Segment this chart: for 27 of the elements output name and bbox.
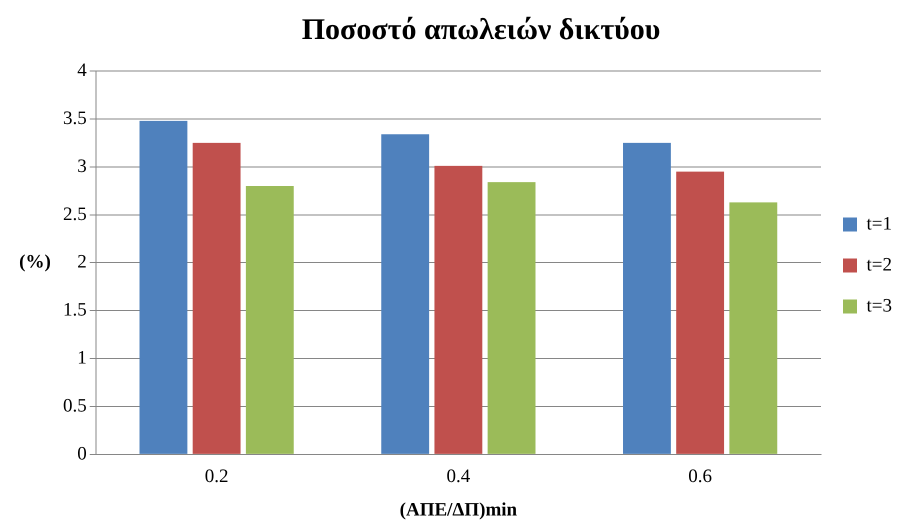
y-tick-label: 1	[77, 348, 87, 369]
bar	[246, 186, 294, 454]
bar	[623, 142, 671, 454]
y-tick-label: 0.5	[63, 395, 87, 416]
legend-label: t=2	[866, 254, 892, 276]
chart-title: Ποσοστό απωλειών δικτύου	[302, 12, 660, 46]
x-tick-label: 0.2	[204, 466, 228, 487]
x-axis-title: (ΑΠΕ/ΔΠ)min	[400, 500, 518, 521]
y-tick-label: 2.5	[63, 204, 87, 225]
x-tick-label: 0.6	[688, 466, 712, 487]
y-tick-label: 3	[77, 156, 87, 177]
bar	[488, 182, 536, 454]
bar	[434, 166, 482, 454]
y-axis-title: (%)	[19, 252, 51, 273]
legend-label: t=1	[866, 213, 892, 234]
bar	[140, 120, 188, 454]
y-tick-label: 2	[77, 252, 87, 273]
legend-label: t=3	[866, 295, 892, 316]
bar	[729, 202, 778, 454]
y-tick-label: 0	[77, 443, 87, 464]
bar	[192, 142, 241, 454]
y-tick-label: 4	[77, 60, 88, 81]
x-tick-label: 0.4	[446, 466, 471, 487]
y-tick-label: 3.5	[63, 108, 87, 129]
bar	[676, 172, 724, 454]
y-tick-label: 1.5	[63, 300, 87, 321]
bar	[381, 134, 430, 454]
